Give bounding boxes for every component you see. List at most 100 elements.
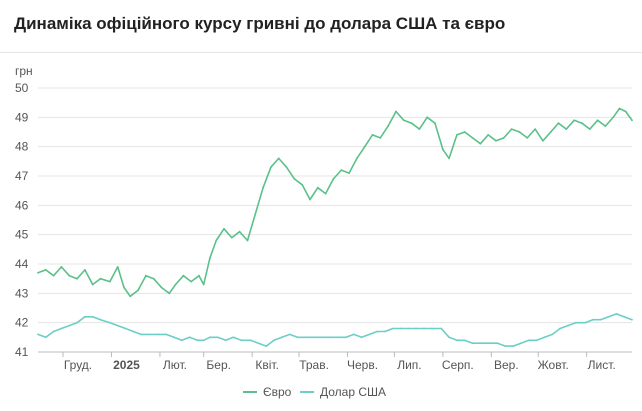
data-point <box>463 131 466 133</box>
x-tick-label: Вер. <box>494 358 519 372</box>
data-point <box>395 110 397 113</box>
data-point <box>152 277 155 280</box>
y-tick-label: 43 <box>15 286 29 300</box>
y-tick-label: 48 <box>15 140 29 154</box>
data-point <box>335 336 338 339</box>
data-point <box>502 137 505 139</box>
data-point <box>312 336 314 339</box>
data-point <box>296 336 299 339</box>
data-point <box>324 192 327 195</box>
grid-lines <box>38 87 632 353</box>
title-divider <box>0 52 642 53</box>
data-point <box>202 339 205 342</box>
data-point <box>345 336 347 339</box>
series-lines <box>37 107 633 347</box>
data-point <box>535 339 538 342</box>
data-point <box>518 131 521 133</box>
data-point <box>316 186 319 189</box>
data-point <box>488 342 491 345</box>
data-point <box>270 166 272 169</box>
data-point <box>495 139 497 142</box>
data-point <box>109 280 111 283</box>
data-point <box>415 327 418 330</box>
data-point <box>165 333 168 336</box>
data-point <box>624 110 627 113</box>
data-point <box>567 324 569 327</box>
data-point <box>542 139 544 142</box>
data-point <box>99 318 102 321</box>
data-point <box>145 274 147 277</box>
data-point <box>596 119 599 122</box>
data-point <box>387 125 389 127</box>
data-point <box>604 125 607 127</box>
data-point <box>352 333 355 336</box>
data-point <box>68 274 71 277</box>
data-point <box>356 157 358 160</box>
data-point <box>327 336 330 339</box>
data-point <box>512 345 515 347</box>
data-point <box>599 318 602 321</box>
data-point <box>60 327 63 330</box>
data-point <box>440 327 443 330</box>
y-tick-label: 50 <box>15 81 29 95</box>
data-point <box>232 336 235 339</box>
data-point <box>257 342 260 345</box>
data-point <box>265 345 268 347</box>
data-point <box>612 116 615 119</box>
data-point <box>557 122 560 125</box>
data-point <box>543 336 546 339</box>
data-point <box>581 122 583 125</box>
data-point <box>607 315 610 318</box>
data-point <box>431 327 433 330</box>
x-tick-label: Квіт. <box>255 358 279 372</box>
y-tick-label: 46 <box>15 198 29 212</box>
y-tick-label: 42 <box>15 316 29 330</box>
data-point <box>129 295 132 298</box>
data-point <box>209 336 211 339</box>
data-point <box>549 131 552 133</box>
data-point <box>456 134 458 136</box>
data-point <box>551 333 554 336</box>
data-point <box>320 336 322 339</box>
y-axis-label: грн <box>15 64 33 78</box>
data-point <box>496 342 499 345</box>
x-axis-ticks: Груд. 2025 Лют. Бер. Квіт. Трав. Черв. Лип. Серп… <box>62 352 616 372</box>
data-point <box>363 145 366 148</box>
data-point <box>137 289 139 292</box>
data-point <box>52 274 55 277</box>
y-tick-label: 49 <box>15 110 29 124</box>
data-point <box>574 321 577 324</box>
data-point <box>182 274 185 277</box>
data-point <box>91 283 94 286</box>
y-tick-label: 47 <box>15 169 29 183</box>
y-axis-ticks: 41 42 43 44 45 46 47 48 49 50 <box>15 81 29 359</box>
legend-label: Долар США <box>320 385 386 399</box>
data-point <box>426 116 429 119</box>
data-point <box>224 339 227 342</box>
data-point <box>479 142 482 145</box>
data-point <box>202 283 205 286</box>
x-tick-label: Лист. <box>588 358 616 372</box>
data-point <box>68 324 71 327</box>
x-tick-label: 2025 <box>113 358 140 372</box>
data-point <box>84 269 86 271</box>
series-line-1 <box>37 313 633 347</box>
data-point <box>304 336 307 339</box>
x-tick-label: Лют. <box>163 358 187 372</box>
data-point <box>399 327 402 330</box>
data-point <box>448 336 450 339</box>
data-point <box>223 227 225 230</box>
data-point <box>168 292 171 295</box>
data-point <box>60 266 63 268</box>
data-point <box>434 122 436 125</box>
data-point <box>262 186 264 189</box>
x-tick-label: Лип. <box>397 358 421 372</box>
data-point <box>348 172 350 175</box>
data-point <box>526 137 529 139</box>
legend: Євро Долар США <box>243 385 386 399</box>
data-point <box>281 336 283 339</box>
x-tick-label: Трав. <box>299 358 329 372</box>
data-point <box>442 148 444 151</box>
data-point <box>246 239 249 242</box>
